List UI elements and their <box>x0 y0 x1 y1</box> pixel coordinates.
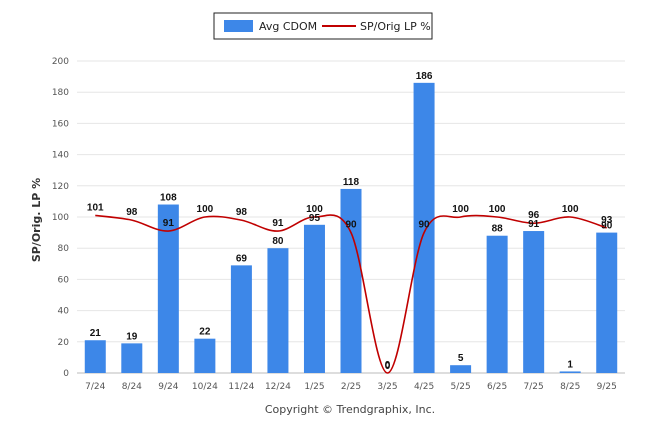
bar-value-label: 22 <box>199 327 211 338</box>
line-value-label: 96 <box>528 210 540 221</box>
line-value-label: 100 <box>452 204 469 215</box>
line-value-label: 90 <box>419 220 431 231</box>
x-tick-label: 4/25 <box>414 382 434 392</box>
line-value-label: 93 <box>601 215 613 226</box>
x-tick-label: 9/25 <box>597 382 617 392</box>
y-tick-label: 160 <box>52 119 69 129</box>
line-value-label: 98 <box>236 207 248 218</box>
y-axis-label: SP/Orig. LP % <box>30 178 43 262</box>
y-tick-label: 80 <box>58 244 70 254</box>
bar-value-label: 69 <box>236 253 248 264</box>
bar-value-label: 90 <box>601 221 613 232</box>
y-tick-label: 200 <box>52 57 69 67</box>
x-tick-label: 3/25 <box>377 382 397 392</box>
line-value-label: 0 <box>385 360 391 371</box>
x-axis-ticks: 7/24 8/24 9/24 10/24 11/24 12/24 1/25 2/25 3/25 4… <box>85 382 617 392</box>
data-labels: 21 19 108 22 69 80 95 118 0 186 5 88 91 1 90 101 98 91 100… <box>87 71 613 372</box>
bar <box>413 82 435 373</box>
y-tick-label: 140 <box>52 151 69 161</box>
bar <box>486 235 508 373</box>
line-value-label: 100 <box>306 204 323 215</box>
bar-value-label: 186 <box>416 71 433 82</box>
line-value-label: 101 <box>87 202 104 213</box>
line-value-label: 91 <box>163 218 175 229</box>
bar-value-label: 95 <box>309 213 321 224</box>
bar-value-label: 21 <box>90 328 102 339</box>
y-tick-label: 0 <box>63 369 69 379</box>
y-tick-label: 180 <box>52 88 69 98</box>
bar-value-label: 108 <box>160 193 177 204</box>
bar-value-label: 80 <box>272 236 284 247</box>
bar <box>194 338 216 373</box>
copyright-footer: Copyright © Trendgraphix, Inc. <box>265 403 435 416</box>
x-tick-label: 10/24 <box>192 382 218 392</box>
line-value-label: 90 <box>345 220 357 231</box>
sp-orig-lp-line <box>95 214 607 374</box>
y-tick-label: 120 <box>52 182 69 192</box>
x-tick-label: 11/24 <box>228 382 254 392</box>
bar <box>230 265 252 373</box>
bar <box>596 232 618 373</box>
bar-value-label: 88 <box>492 224 504 235</box>
y-tick-label: 100 <box>52 213 69 223</box>
line-value-label: 91 <box>272 218 284 229</box>
x-tick-label: 8/25 <box>560 382 580 392</box>
x-tick-label: 7/25 <box>524 382 544 392</box>
bar-value-label: 91 <box>528 219 540 230</box>
legend-label-line: SP/Orig LP % <box>360 20 431 33</box>
line-value-label: 100 <box>562 204 579 215</box>
bar-value-label: 1 <box>567 359 573 370</box>
line-series <box>95 214 607 374</box>
y-tick-label: 60 <box>58 275 70 285</box>
bar <box>450 365 472 373</box>
bar <box>303 224 325 373</box>
x-tick-label: 2/25 <box>341 382 361 392</box>
x-tick-label: 8/24 <box>122 382 142 392</box>
x-tick-label: 1/25 <box>304 382 324 392</box>
bar <box>523 231 545 373</box>
legend-label-bar: Avg CDOM <box>259 20 317 33</box>
x-tick-label: 5/25 <box>450 382 470 392</box>
bar-value-label: 0 <box>385 361 391 372</box>
bar-value-label: 118 <box>343 177 360 188</box>
bar <box>267 248 289 373</box>
legend: Avg CDOM SP/Orig LP % <box>213 12 433 40</box>
bar-value-label: 5 <box>458 353 464 364</box>
bar <box>84 340 106 373</box>
bar-value-label: 19 <box>126 331 138 342</box>
line-value-label: 100 <box>197 204 214 215</box>
y-tick-label: 20 <box>58 338 70 348</box>
y-axis-ticks: 0 20 40 60 80 100 120 140 160 180 200 <box>52 57 69 379</box>
x-tick-label: 12/24 <box>265 382 291 392</box>
line-value-label: 98 <box>126 207 138 218</box>
bar <box>157 204 179 373</box>
bar <box>559 371 581 373</box>
bar <box>121 343 143 373</box>
line-value-label: 100 <box>489 204 506 215</box>
legend-swatch-bar <box>224 20 253 32</box>
x-tick-label: 7/24 <box>85 382 105 392</box>
y-tick-label: 40 <box>58 307 70 317</box>
bar <box>340 188 362 373</box>
x-tick-label: 6/25 <box>487 382 507 392</box>
bar-series <box>84 82 618 373</box>
x-tick-label: 9/24 <box>158 382 178 392</box>
